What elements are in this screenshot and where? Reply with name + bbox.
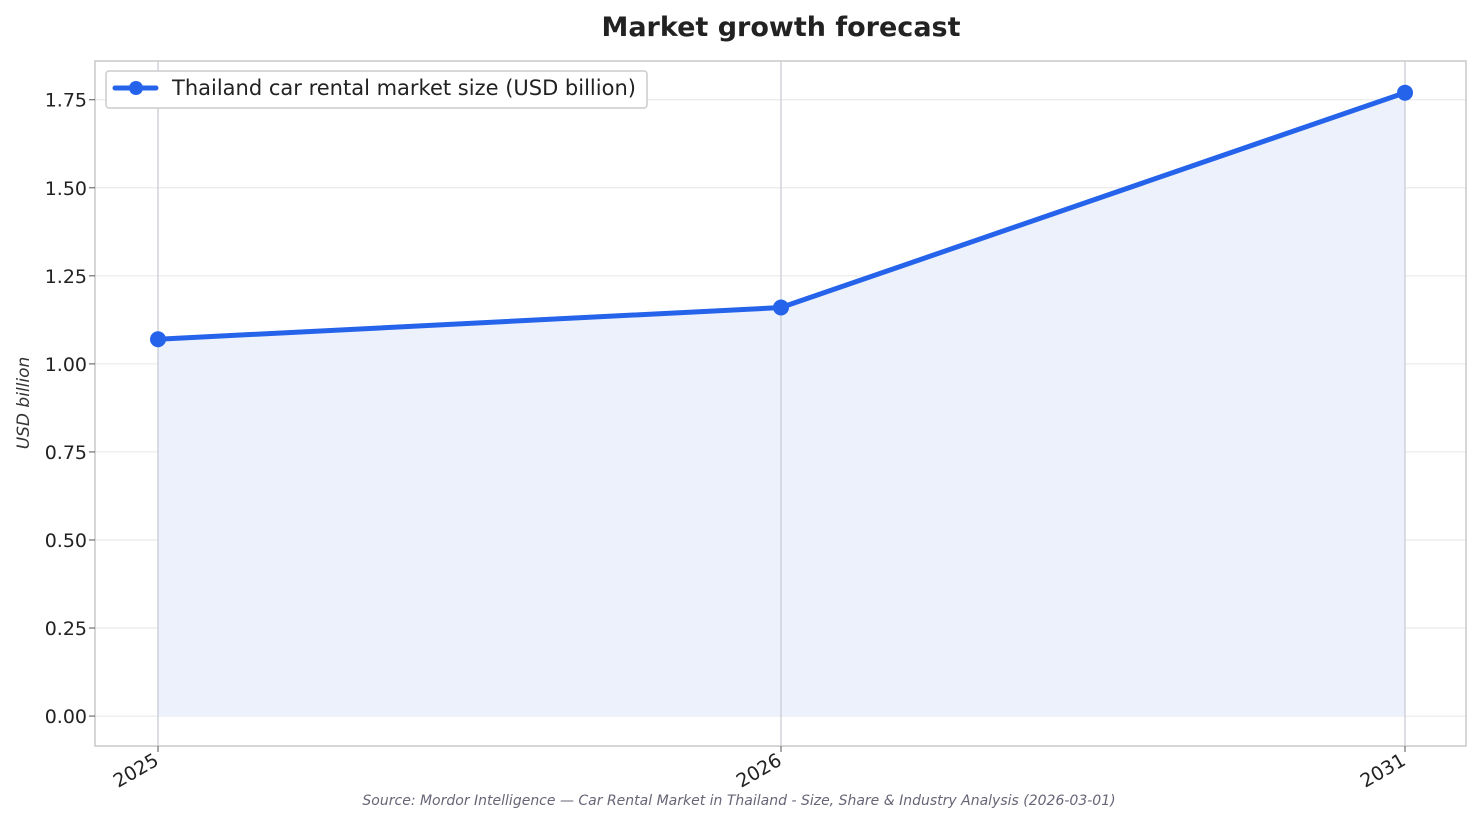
- data-point: [1397, 84, 1413, 101]
- y-axis-label: USD billion: [14, 357, 34, 450]
- y-axis-ticks: 0.00 0.25 0.50 0.75 1.00 1.25 1.50 1.75: [45, 90, 95, 728]
- data-point: [773, 299, 789, 316]
- y-tick-label: 1.50: [45, 178, 87, 200]
- y-tick-label: 1.00: [45, 354, 87, 376]
- y-tick-label: 1.75: [45, 90, 87, 112]
- x-tick-label: 2025: [110, 749, 163, 792]
- y-tick-label: 1.25: [45, 266, 87, 288]
- y-tick-label: 0.75: [45, 442, 87, 464]
- data-points: [150, 84, 1413, 348]
- legend: Thailand car rental market size (USD bil…: [105, 70, 648, 109]
- legend-label: Thailand car rental market size (USD bil…: [171, 76, 636, 100]
- data-point: [150, 331, 166, 348]
- legend-dot-marker: [129, 81, 143, 95]
- source-note: Source: Mordor Intelligence — Car Rental…: [362, 793, 1115, 809]
- legend-box: [105, 70, 648, 109]
- x-tick-label: 2026: [733, 749, 786, 792]
- y-tick-label: 0.50: [45, 530, 87, 552]
- chart-title: Market growth forecast: [601, 12, 960, 43]
- x-axis-ticks: 2025 2026 2031: [110, 746, 1410, 793]
- x-tick-label: 2031: [1357, 749, 1410, 792]
- y-tick-label: 0.25: [45, 618, 87, 640]
- y-tick-label: 0.00: [45, 706, 87, 728]
- vertical-grid: [157, 61, 1406, 746]
